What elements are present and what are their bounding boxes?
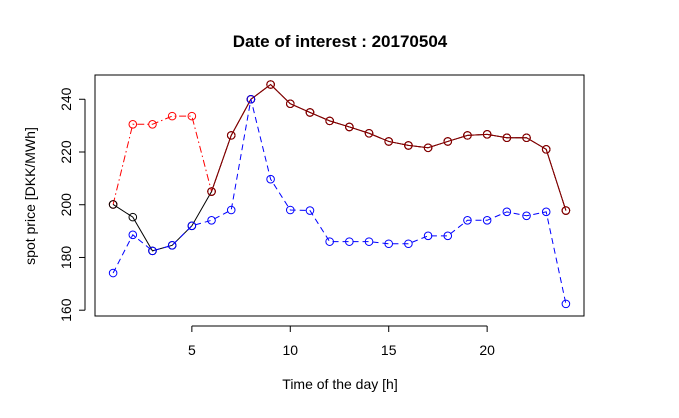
data-point (482, 215, 492, 225)
data-point (384, 137, 394, 146)
data-point (108, 200, 118, 209)
data-point (404, 239, 413, 249)
data-point (187, 221, 197, 231)
data-point (285, 205, 295, 215)
data-point (364, 128, 374, 138)
y-tick-label: 240 (58, 87, 74, 111)
series-3 (207, 80, 571, 215)
series-line (211, 83, 567, 211)
data-point (226, 131, 236, 140)
data-point (561, 299, 571, 309)
y-tick-label: 200 (58, 193, 74, 217)
data-point (266, 174, 275, 184)
data-point (167, 241, 177, 250)
x-tick-label: 20 (479, 342, 495, 358)
data-point (108, 268, 118, 278)
data-point (167, 111, 177, 121)
data-point (325, 237, 334, 246)
data-point (325, 116, 334, 126)
x-axis-label: Time of the day [h] (282, 376, 397, 392)
data-point (463, 131, 472, 140)
data-point (305, 108, 315, 117)
series-1 (108, 80, 571, 215)
chart-title: Date of interest : 20170504 (233, 32, 448, 51)
data-point (128, 120, 138, 129)
data-point (423, 143, 433, 153)
y-axis: 160 180 200 220 240 (58, 87, 86, 322)
data-point (246, 94, 256, 104)
x-axis: 5 10 15 20 (188, 325, 495, 358)
data-point (522, 133, 531, 143)
data-point (404, 141, 413, 150)
data-point (266, 80, 275, 89)
data-point (128, 230, 138, 240)
x-tick-label: 5 (188, 342, 196, 358)
data-point (364, 237, 374, 246)
data-point (207, 187, 216, 196)
data-point (148, 246, 157, 256)
x-tick-label: 10 (282, 342, 298, 358)
data-point (502, 133, 512, 143)
data-point (128, 212, 138, 222)
y-axis-label: spot price [DKK/MWh] (22, 127, 38, 265)
data-point (207, 215, 216, 225)
y-tick-label: 180 (58, 246, 74, 270)
data-point (285, 99, 295, 109)
data-point (384, 239, 394, 249)
y-tick-label: 160 (58, 298, 74, 322)
series-line (112, 83, 567, 211)
series-4 (108, 94, 571, 309)
data-point (502, 207, 512, 217)
series-line (112, 83, 567, 252)
data-point (443, 231, 453, 241)
data-point (561, 206, 571, 215)
data-point (423, 231, 433, 241)
data-point (305, 206, 315, 215)
data-point (463, 215, 472, 225)
y-tick-label: 220 (58, 140, 74, 164)
data-point (443, 137, 453, 146)
series-layer (108, 80, 571, 309)
data-point (345, 237, 354, 246)
x-tick-label: 15 (381, 342, 397, 358)
data-point (541, 207, 551, 217)
data-point (482, 130, 492, 139)
series-line (112, 99, 567, 304)
series-2 (108, 80, 571, 256)
plot-frame (94, 74, 585, 317)
data-point (522, 211, 531, 221)
data-point (148, 120, 157, 129)
data-point (187, 111, 197, 121)
data-point (226, 205, 236, 215)
data-point (345, 122, 354, 132)
data-point (541, 145, 551, 154)
